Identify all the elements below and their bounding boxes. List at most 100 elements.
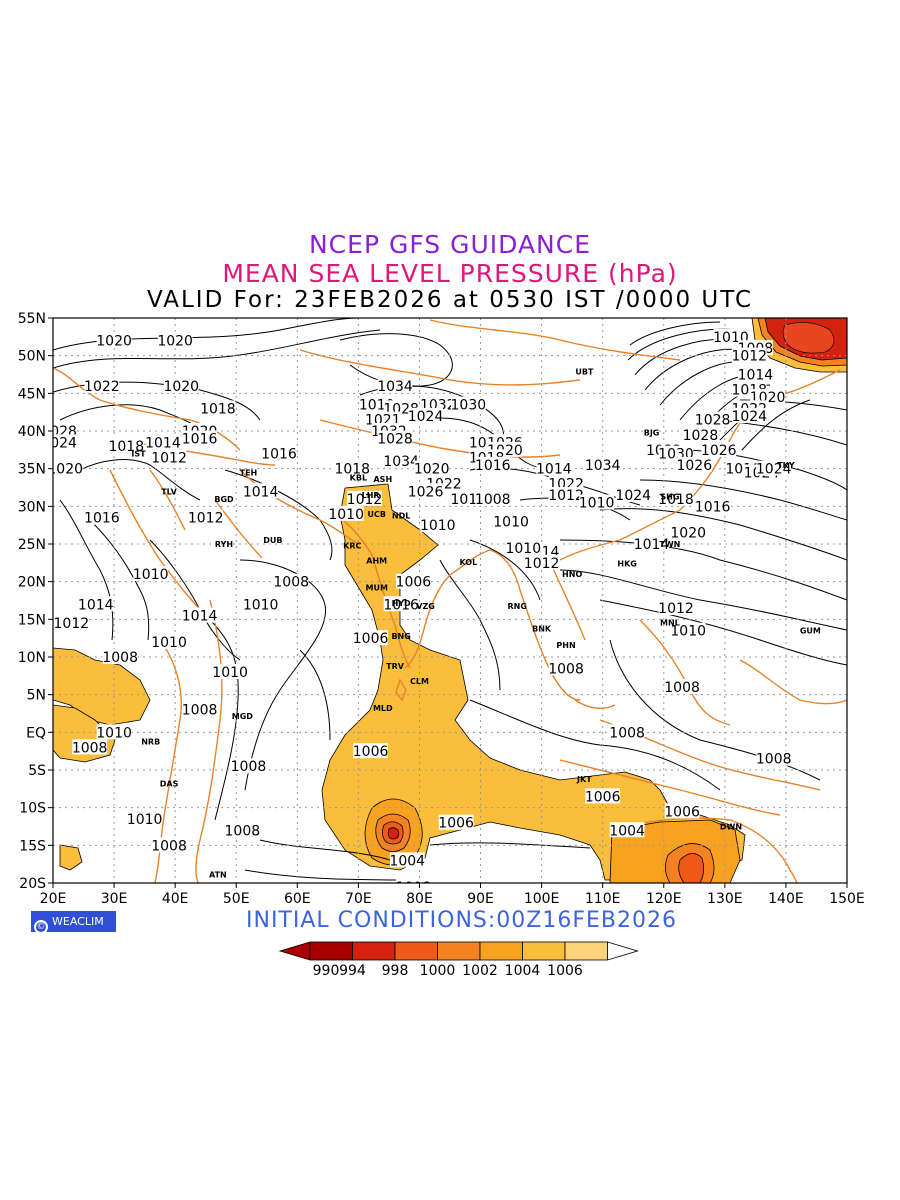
isobar-label-bg bbox=[53, 434, 77, 450]
isobar-label: 1010 bbox=[505, 541, 541, 557]
isobar-label: 1008 bbox=[756, 752, 792, 768]
isobar-label: 1022 bbox=[84, 379, 120, 395]
isobar-label: 1016 bbox=[261, 447, 297, 463]
isobar-label-bg bbox=[377, 430, 413, 446]
isobar-label-bg bbox=[102, 649, 138, 664]
x-tick-label: 20E bbox=[40, 891, 67, 907]
y-tick-label: 5N bbox=[27, 688, 46, 704]
isobar-labels: 1020102010221020102810241018101410201016… bbox=[47, 328, 792, 883]
isobar-label-bg bbox=[609, 724, 645, 740]
station-label: TKY bbox=[777, 461, 795, 470]
station-label: PHN bbox=[556, 641, 575, 650]
colorbar-label: 1000 bbox=[420, 963, 456, 979]
isobar-label-bg bbox=[328, 505, 364, 521]
station-label: MLD bbox=[373, 704, 393, 713]
colorbar-swatch bbox=[564, 941, 608, 961]
isobar-label-bg bbox=[548, 475, 584, 491]
isobar-label: 1004 bbox=[609, 823, 645, 839]
isobar-label: 1016 bbox=[695, 499, 731, 515]
map-plot-area: 1020102010221020102810241018101410201016… bbox=[47, 318, 847, 883]
isobar-label-bg bbox=[353, 630, 388, 646]
isobar-label-bg bbox=[579, 494, 614, 510]
isobar-label: 1034 bbox=[383, 454, 419, 470]
isobar-label-bg bbox=[438, 814, 474, 830]
isobar-label-bg bbox=[157, 332, 193, 348]
isobar-label-bg bbox=[585, 788, 621, 804]
isobar-label: 1006 bbox=[585, 789, 621, 805]
isobar-label: 1014 bbox=[78, 597, 114, 613]
station-label: TLV bbox=[161, 487, 177, 496]
isobar-label-bg bbox=[334, 460, 370, 476]
isobar-label: 1014 bbox=[536, 462, 572, 478]
isobar-label-bg bbox=[231, 758, 266, 774]
isobar-label: 1020 bbox=[47, 462, 83, 478]
isobar-label-bg bbox=[609, 822, 645, 838]
isobar-label-bg bbox=[475, 490, 511, 506]
station-label: DWN bbox=[720, 823, 742, 832]
isobar-label: 1010 bbox=[96, 725, 132, 741]
isobar-label-bg bbox=[524, 554, 560, 570]
isobar-label-bg bbox=[72, 739, 108, 755]
isobar-label: 1034 bbox=[377, 379, 413, 395]
colorbar-swatch bbox=[437, 941, 481, 961]
station-label: MGD bbox=[232, 712, 254, 721]
station-label: HNO bbox=[562, 570, 582, 579]
isobar-label-bg bbox=[108, 438, 144, 454]
isobar-label-bg bbox=[683, 426, 718, 442]
station-label: NDL bbox=[392, 511, 410, 520]
isobar-label: 1012 bbox=[524, 556, 560, 572]
x-tick-label: 150E bbox=[829, 891, 865, 907]
station-label: JKT bbox=[576, 775, 592, 784]
isobar-label-bg bbox=[78, 596, 114, 612]
isobar-label-bg bbox=[756, 750, 792, 766]
station-label: IST bbox=[131, 450, 146, 459]
isobar-label-bg bbox=[243, 483, 279, 499]
isobar-label-bg bbox=[450, 396, 486, 412]
isobar-label: 1008 bbox=[102, 650, 138, 666]
isobar-label: 1006 bbox=[353, 631, 389, 647]
isobar-label: 1016 bbox=[383, 597, 419, 613]
y-tick-label: 55N bbox=[18, 311, 46, 327]
isobar-label-bg bbox=[664, 679, 700, 695]
isobar-label-bg bbox=[200, 400, 236, 416]
isobar-label: 1012 bbox=[347, 492, 383, 508]
x-tick-label: 110E bbox=[585, 891, 621, 907]
isobar-label-bg bbox=[53, 460, 83, 476]
isobar-label-bg bbox=[347, 490, 382, 506]
isobar-label: 1006 bbox=[664, 804, 700, 820]
isobar-label-bg bbox=[84, 377, 120, 393]
isobar-label-bg bbox=[658, 600, 694, 616]
isobar-label: 1028 bbox=[377, 432, 413, 448]
weaclim-badge[interactable]: © WEACLIM bbox=[31, 911, 116, 934]
shade-994-io bbox=[387, 827, 400, 840]
y-tick-label: 15N bbox=[18, 612, 46, 628]
station-label: BNK bbox=[532, 624, 552, 633]
y-tick-label: 15S bbox=[19, 838, 46, 854]
isobar-label: 1010 bbox=[420, 518, 456, 534]
station-label: SHG bbox=[660, 493, 679, 502]
isobar-label-bg bbox=[182, 430, 217, 446]
x-tick-label: 130E bbox=[707, 891, 743, 907]
isobar-label: 1024 bbox=[615, 488, 651, 504]
isobar-label: 1006 bbox=[438, 816, 474, 832]
station-label: CLM bbox=[410, 677, 429, 686]
isobar-label: 1012 bbox=[188, 511, 224, 527]
x-tick-label: 40E bbox=[162, 891, 189, 907]
isobar-label: 1010 bbox=[670, 624, 706, 640]
isobar-label: 1008 bbox=[182, 703, 218, 719]
isobar-label-bg bbox=[151, 837, 187, 853]
colorbar-label: 990 bbox=[313, 963, 340, 979]
isobar-label-bg bbox=[151, 633, 187, 649]
isobar-label-bg bbox=[695, 411, 731, 427]
station-label: KOL bbox=[459, 558, 477, 567]
colorbar-swatch bbox=[352, 941, 396, 961]
station-label: BNG bbox=[391, 632, 410, 641]
x-tick-label: 30E bbox=[101, 891, 128, 907]
isobar-label-bg bbox=[670, 622, 706, 638]
isobar-label: 1020 bbox=[414, 462, 450, 478]
isobar-label: 1018 bbox=[334, 462, 370, 478]
isobar-label: 1008 bbox=[225, 823, 261, 839]
isobar-label: 1014 bbox=[738, 368, 774, 384]
station-label: VZG bbox=[416, 602, 435, 611]
isobar-label-bg bbox=[676, 456, 712, 472]
